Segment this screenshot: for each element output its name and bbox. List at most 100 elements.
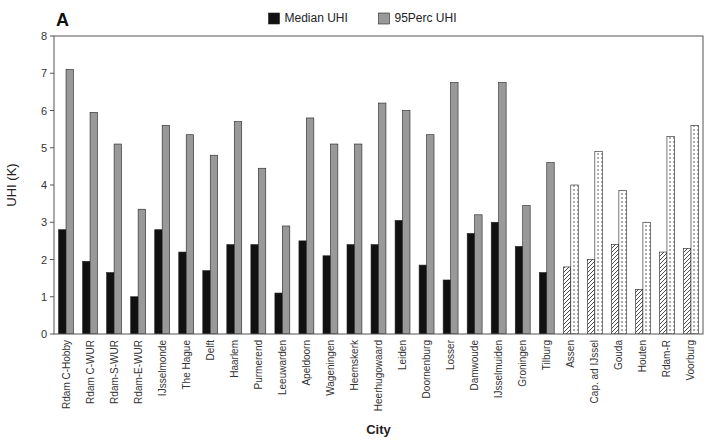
y-tick-label: 0 xyxy=(41,328,47,340)
y-tick-label: 5 xyxy=(41,142,47,154)
x-tick-label: Rdam-E-WUR xyxy=(133,340,144,404)
y-tick-label: 8 xyxy=(41,30,47,42)
bar xyxy=(587,260,594,335)
panel-label: A xyxy=(56,10,69,30)
x-tick-label: Tilburg xyxy=(541,340,552,370)
bar xyxy=(162,125,169,334)
bar xyxy=(114,144,121,334)
bar xyxy=(635,289,642,334)
y-tick-label: 6 xyxy=(41,105,47,117)
bar xyxy=(443,280,450,334)
x-tick-label: The Hague xyxy=(181,340,192,390)
x-tick-label: IJsselmonde xyxy=(157,340,168,397)
x-tick-label: Damwoude xyxy=(469,340,480,391)
bar xyxy=(258,168,265,334)
y-tick xyxy=(50,259,54,260)
y-tick-label: 2 xyxy=(41,254,47,266)
bar xyxy=(371,245,378,334)
x-tick-label: Rdam-S-WUR xyxy=(109,340,120,404)
bar xyxy=(90,112,97,334)
y-axis-label: UHI (K) xyxy=(4,163,19,206)
y-tick xyxy=(50,296,54,297)
plot-frame xyxy=(54,36,703,334)
y-tick xyxy=(50,147,54,148)
y-tick-label: 4 xyxy=(41,179,47,191)
legend-swatch xyxy=(379,13,390,24)
x-tick-label: Purmerend xyxy=(253,340,264,389)
bar xyxy=(354,144,361,334)
bar xyxy=(491,222,498,334)
bar xyxy=(155,230,162,334)
bar xyxy=(275,293,282,334)
bar xyxy=(595,151,602,334)
bar xyxy=(299,241,306,334)
bar xyxy=(379,103,386,334)
bar xyxy=(251,245,258,334)
x-tick-label: Assen xyxy=(565,340,576,368)
bar xyxy=(684,248,691,334)
x-tick-label: Heemskerk xyxy=(349,339,360,391)
bar xyxy=(451,83,458,334)
x-axis-label: City xyxy=(366,422,391,437)
bar xyxy=(667,137,674,334)
bar xyxy=(210,155,217,334)
y-tick-label: 3 xyxy=(41,216,47,228)
x-tick-label: Voorburg xyxy=(685,340,696,381)
bar xyxy=(403,111,410,335)
bar xyxy=(427,135,434,334)
x-tick-label: Apeldoorn xyxy=(301,340,312,386)
bar xyxy=(179,252,186,334)
bars xyxy=(59,70,699,334)
x-tick-label: Rdam C-Hobby xyxy=(61,340,72,409)
x-tick-label: Heerhugowaard xyxy=(373,340,384,411)
chart-svg: 012345678Rdam C-HobbyRdam C-WURRdam-S-WU… xyxy=(0,0,715,442)
y-tick xyxy=(50,222,54,223)
y-tick-label: 1 xyxy=(41,291,47,303)
bar xyxy=(539,273,546,334)
bar xyxy=(643,222,650,334)
bar xyxy=(467,233,474,334)
bar xyxy=(547,163,554,334)
x-tick-label: IJsselmuiden xyxy=(493,340,504,398)
bar xyxy=(475,215,482,334)
y-tick xyxy=(50,73,54,74)
bar xyxy=(138,209,145,334)
y-axis: 012345678 xyxy=(41,30,54,340)
y-tick xyxy=(50,185,54,186)
x-tick-label: Delft xyxy=(205,340,216,361)
legend-swatch xyxy=(269,13,280,24)
x-tick-label: Rdam-R xyxy=(661,340,672,377)
bar xyxy=(523,205,530,334)
x-tick-label: Groningen xyxy=(517,340,528,387)
bar xyxy=(227,245,234,334)
bar xyxy=(234,122,241,334)
bar xyxy=(347,245,354,334)
x-tick-label: Leeuwarden xyxy=(277,340,288,395)
bar xyxy=(66,70,73,334)
x-axis: Rdam C-Hobby Rdam C-WUR Rdam-S-WUR Rdam-E-W… xyxy=(61,339,697,411)
y-tick xyxy=(50,36,54,37)
x-tick-label: Wageningen xyxy=(325,340,336,396)
bar xyxy=(515,246,522,334)
legend-label: 95Perc UHI xyxy=(395,11,457,25)
x-tick-label: Leiden xyxy=(397,340,408,370)
bar xyxy=(306,118,313,334)
legend: Median UHI 95Perc UHI xyxy=(269,11,457,25)
bar xyxy=(83,261,90,334)
bar xyxy=(395,220,402,334)
legend-label: Median UHI xyxy=(285,11,348,25)
x-tick-label: Cap. ad IJssel xyxy=(589,340,600,403)
bar xyxy=(571,185,578,334)
bar xyxy=(659,252,666,334)
bar xyxy=(330,144,337,334)
x-tick-label: Losser xyxy=(445,339,456,370)
chart-container: 012345678Rdam C-HobbyRdam C-WURRdam-S-WU… xyxy=(0,0,715,442)
bar xyxy=(131,297,138,334)
x-tick-label: Haarlem xyxy=(229,340,240,378)
bar xyxy=(691,125,698,334)
bar xyxy=(282,226,289,334)
x-tick-label: Houten xyxy=(637,340,648,372)
x-tick-label: Rdam C-WUR xyxy=(85,340,96,404)
bar xyxy=(323,256,330,334)
y-tick xyxy=(50,334,54,335)
